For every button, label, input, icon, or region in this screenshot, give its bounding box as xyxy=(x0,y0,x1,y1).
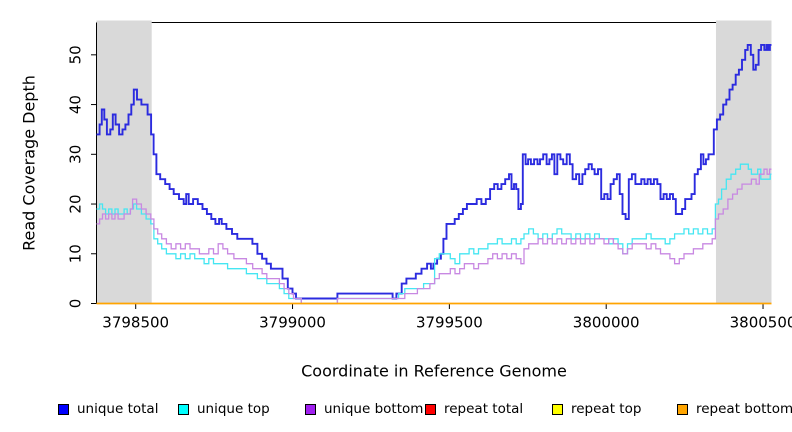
x-axis-title: Coordinate in Reference Genome xyxy=(301,361,567,381)
y-axis-tick-label: 50 xyxy=(67,45,85,64)
legend-item-repeat-top: repeat top xyxy=(552,401,642,417)
legend-swatch-icon xyxy=(305,403,316,415)
coverage-plot: 3798500 3799000 3799500 3800000 3800500 0 10 20… xyxy=(67,20,792,332)
legend-swatch-icon xyxy=(677,403,688,415)
x-axis-tick-label: 3799500 xyxy=(416,314,483,332)
repeat-region-shade xyxy=(715,20,772,304)
x-axis-tick-label: 3800000 xyxy=(573,314,640,332)
legend-label: repeat top xyxy=(571,401,642,417)
y-axis-tick-label: 40 xyxy=(67,95,85,114)
legend-item-unique-top: unique top xyxy=(178,401,270,417)
series-line-unique-top xyxy=(96,163,772,305)
legend-label: unique total xyxy=(77,401,159,417)
legend-label: repeat total xyxy=(444,401,524,417)
y-axis-tick-label: 30 xyxy=(67,145,85,164)
legend-item-unique-total: unique total xyxy=(58,401,159,417)
x-axis-tick-label: 3800500 xyxy=(730,314,792,332)
legend-swatch-icon xyxy=(425,403,436,415)
y-axis-tick-label: 20 xyxy=(67,194,85,213)
legend-label: repeat bottom xyxy=(696,401,792,417)
x-axis-tick-label: 3798500 xyxy=(102,314,169,332)
legend-label: unique top xyxy=(197,401,270,417)
x-axis-tick-label: 3799000 xyxy=(259,314,326,332)
y-axis-title: Read Coverage Depth xyxy=(19,75,39,251)
legend-label: unique bottom xyxy=(324,401,424,417)
y-axis-tick-label: 10 xyxy=(67,244,85,263)
series-line-unique-bottom xyxy=(96,168,772,305)
legend-item-unique-bottom: unique bottom xyxy=(305,401,424,417)
series-line-unique-total xyxy=(96,43,772,300)
legend-swatch-icon xyxy=(58,403,69,415)
legend-swatch-icon xyxy=(178,403,189,415)
y-axis-tick-label: 0 xyxy=(67,299,85,309)
legend-item-repeat-total: repeat total xyxy=(425,401,524,417)
legend-swatch-icon xyxy=(552,403,563,415)
repeat-region-shade xyxy=(96,20,152,304)
legend-item-repeat-bottom: repeat bottom xyxy=(677,401,792,417)
